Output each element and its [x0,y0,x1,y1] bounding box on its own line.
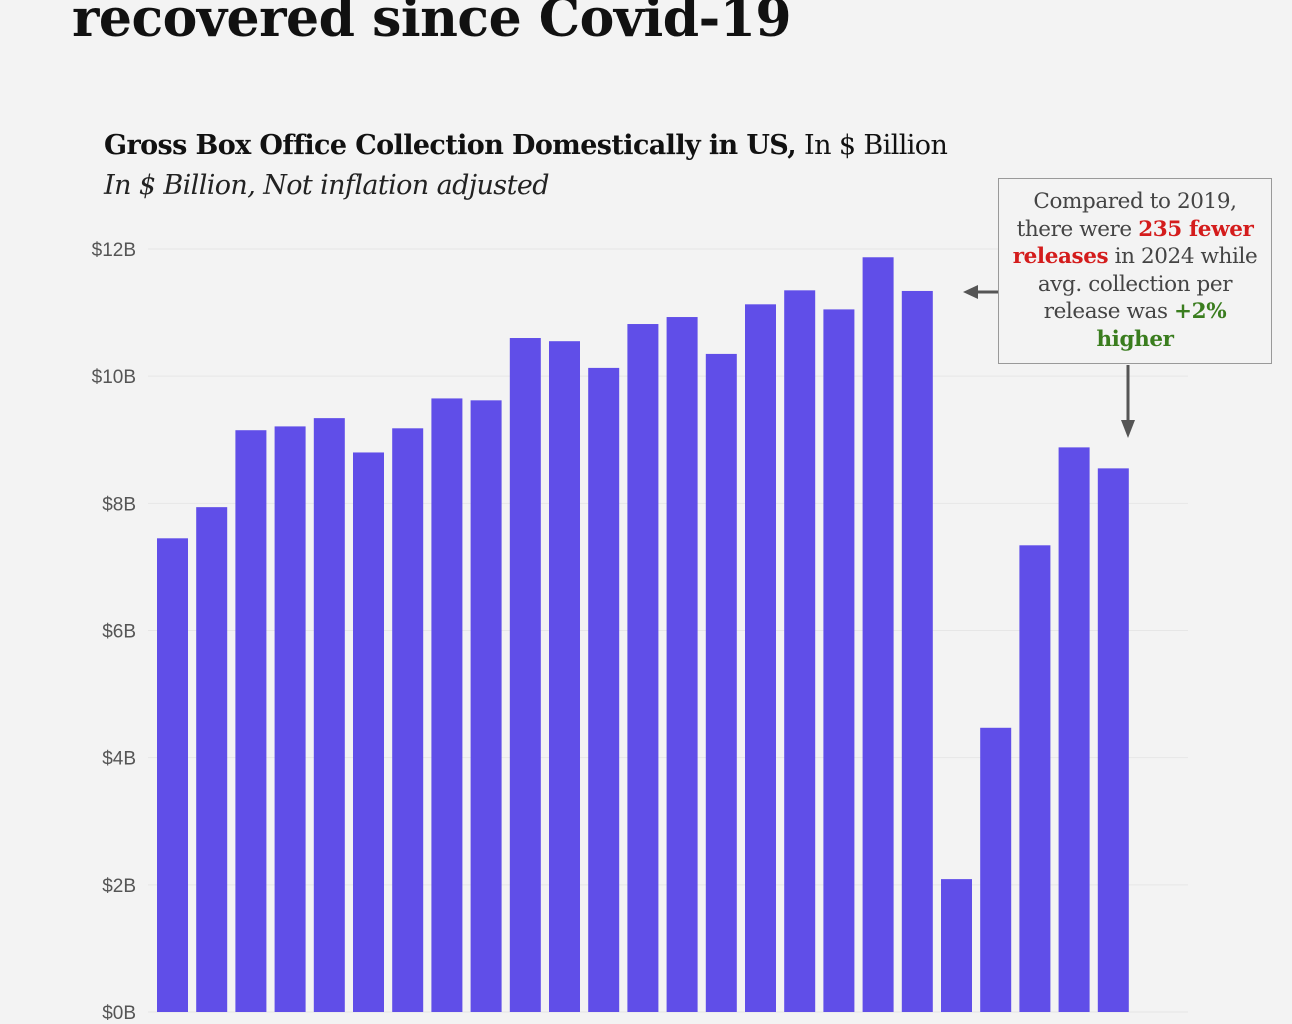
annotation-text: Compared to 2019, [1033,189,1237,214]
y-tick-label: $8B [102,494,136,515]
bar-2024 [1097,468,1129,1012]
bar-2017 [823,309,855,1012]
y-tick-label: $2B [102,876,136,897]
bar-2022 [1019,545,1051,1012]
bar-2008 [470,400,502,1012]
bar-2023 [1058,447,1090,1012]
bar-2013 [666,317,698,1012]
y-tick-label: $4B [102,749,136,770]
bar-2014 [705,353,737,1013]
bar-2010 [549,341,580,1013]
bar-2016 [784,290,816,1012]
bar-2001 [196,507,228,1012]
bar-2000 [157,538,188,1012]
annotation-arrows [963,285,1135,438]
y-tick-label: $0B [102,1003,136,1024]
bar-2009 [509,338,541,1012]
chart-subtitle: In $ Billion, Not inflation adjusted [104,170,549,201]
annotation-text: avg. collection per [1037,271,1233,297]
chart-title: Gross Box Office Collection Domestically… [104,130,948,161]
annotation-box: Compared to 2019, there were 235 fewer r… [998,178,1272,364]
bar-2011 [588,367,620,1012]
y-tick-label: $12B [92,240,136,261]
bar-2019 [901,290,933,1013]
y-tick-label: $6B [102,622,136,643]
arrow-left-icon [963,285,978,299]
bar-2018 [862,257,894,1012]
chart-title-main: Gross Box Office Collection Domestically… [104,130,797,161]
annotation-text: there were [1016,216,1139,242]
bar-2006 [392,428,424,1012]
chart-title-suffix: In $ Billion [796,130,948,161]
bar-2004 [313,418,345,1012]
bar-2021 [980,727,1012,1012]
bar-2005 [353,452,384,1012]
annotation-text: in 2024 while [1108,244,1258,269]
annotation-text: release was [1043,299,1175,324]
bar-2003 [274,426,306,1013]
headline: recovered since Covid-19 [72,0,792,49]
bar-2020 [941,879,972,1012]
bar-2007 [431,398,463,1012]
bar-2015 [745,304,776,1012]
annotation-highlight-red: releases [1012,244,1109,269]
bar-2002 [235,430,267,1012]
arrow-down-icon [1121,420,1135,438]
annotation-highlight-green: higher [1096,326,1174,352]
bar-2012 [627,324,659,1012]
annotation-highlight-green: +2% [1174,299,1227,324]
annotation-highlight-red: 235 fewer [1138,216,1254,242]
y-tick-label: $10B [92,367,136,388]
